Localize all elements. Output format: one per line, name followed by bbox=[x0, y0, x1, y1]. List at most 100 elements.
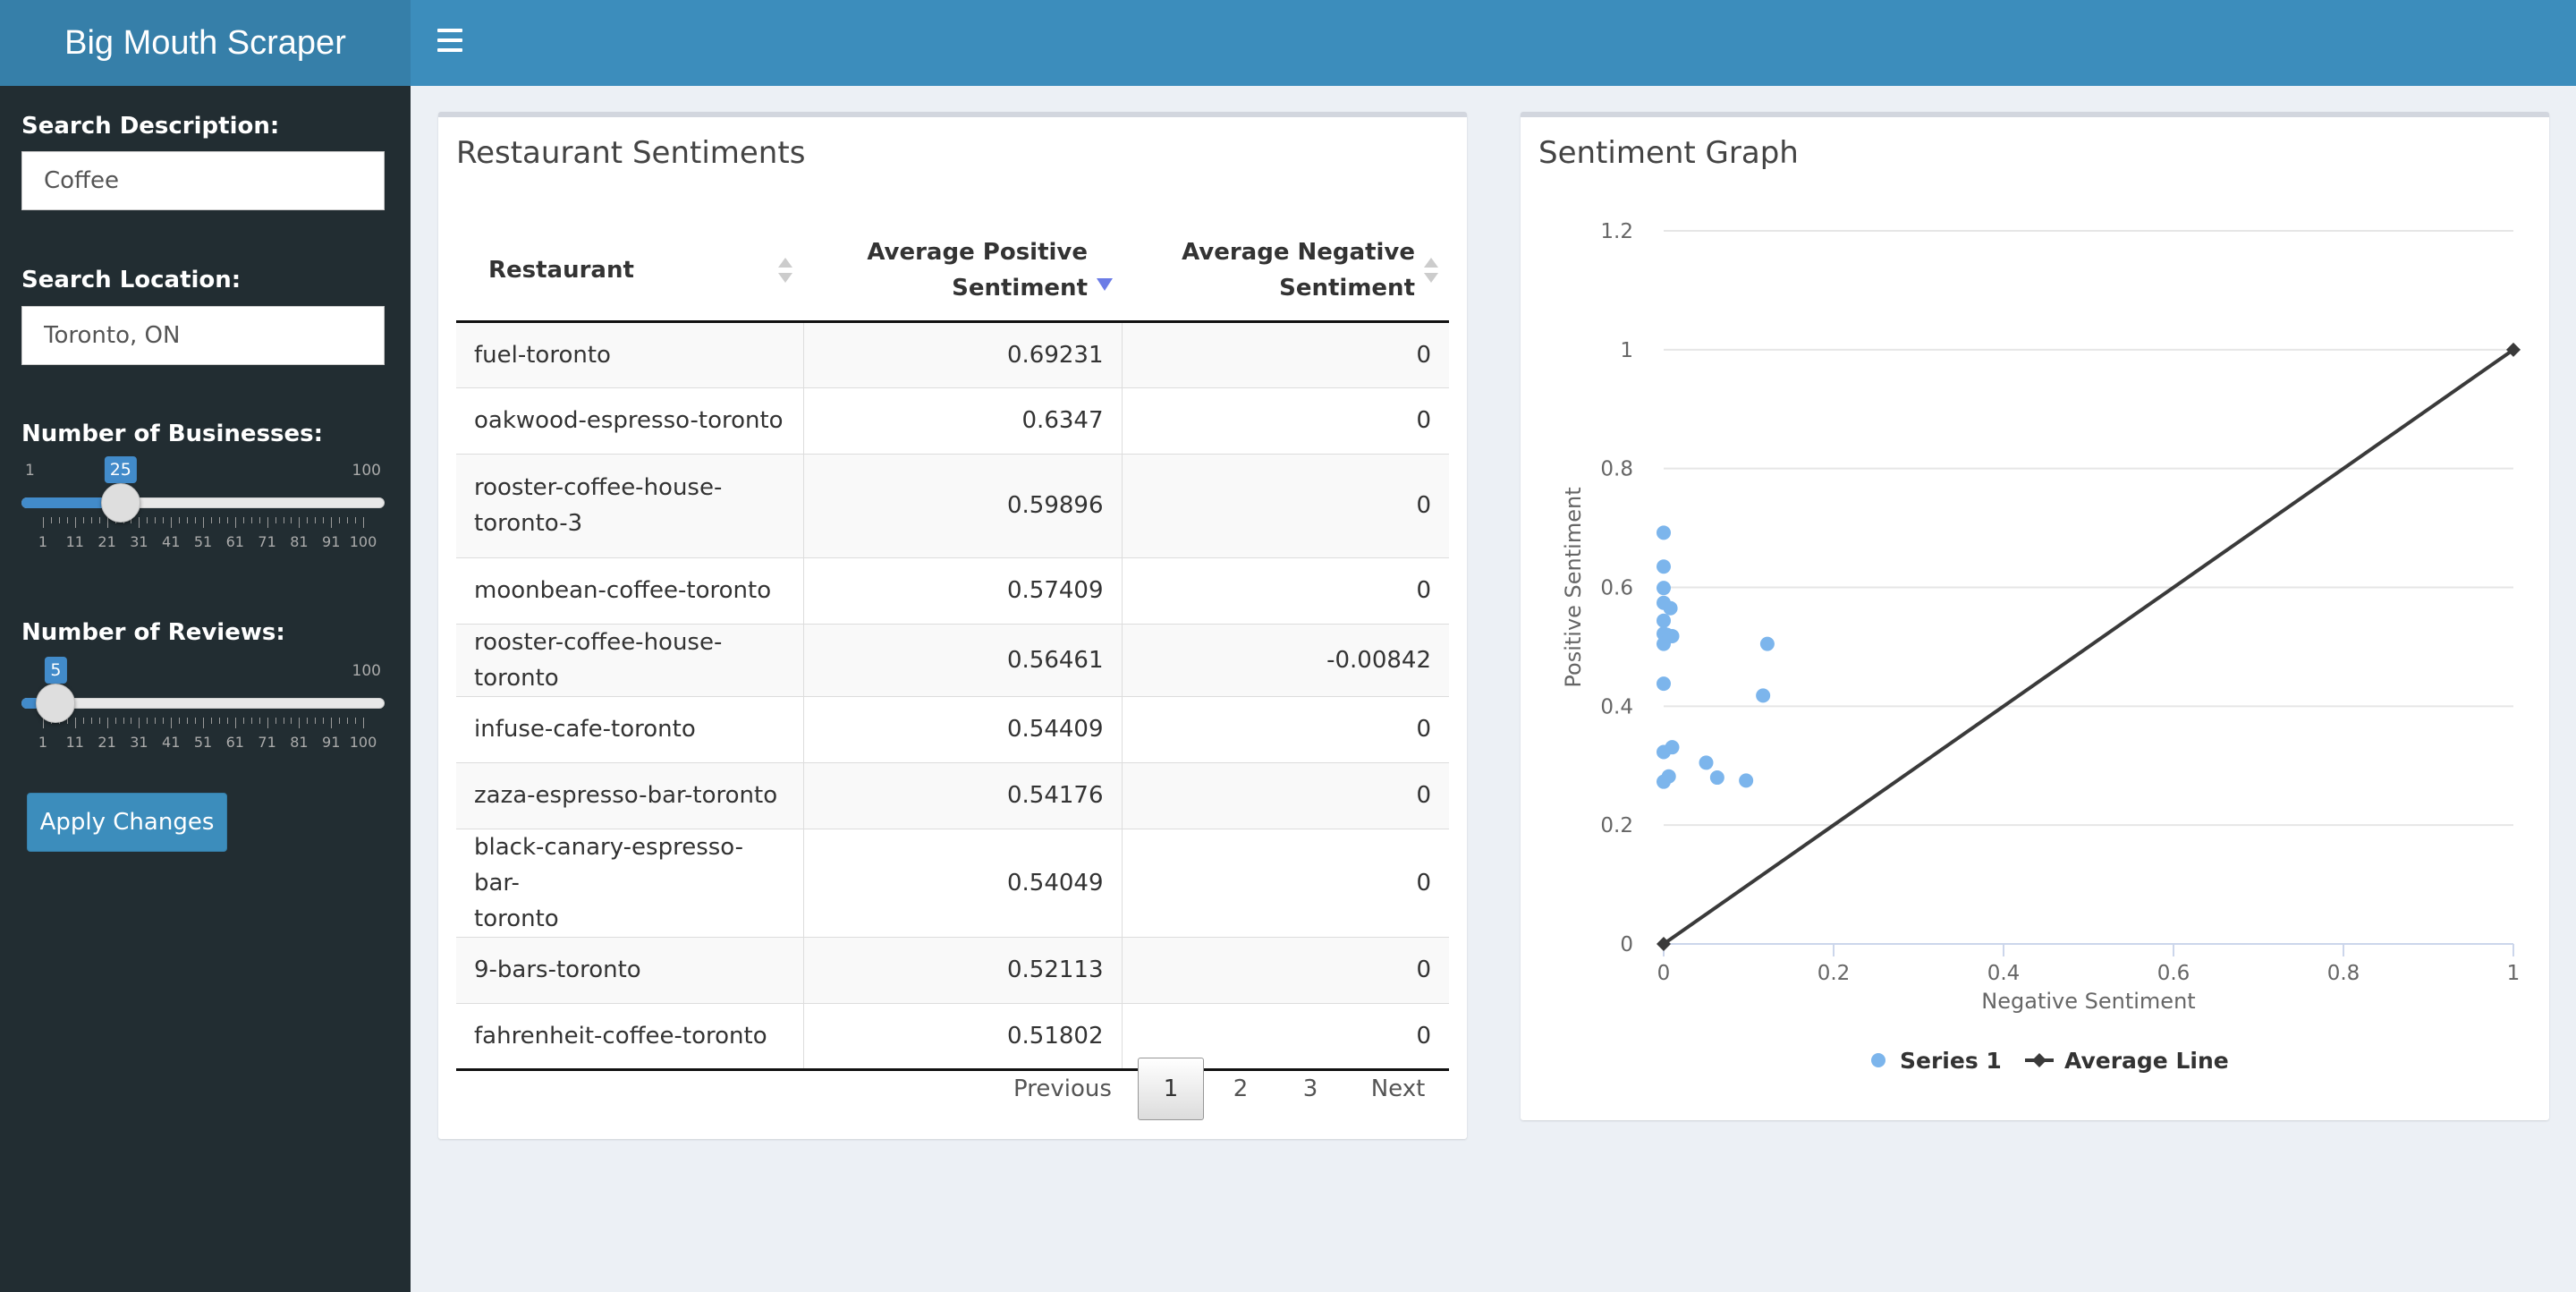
slider-tick bbox=[299, 517, 301, 528]
slider-handle[interactable] bbox=[36, 684, 76, 723]
table-row: infuse-cafe-toronto 0.54409 0 bbox=[456, 695, 1449, 762]
restaurant-cell: 9-bars-toronto bbox=[456, 936, 804, 1003]
slider-tick-label: 100 bbox=[349, 533, 377, 550]
pagination-page-2[interactable]: 2 bbox=[1233, 1075, 1249, 1102]
x-tick-label: 0 bbox=[1657, 962, 1671, 985]
pagination-page-1[interactable]: 1 bbox=[1138, 1058, 1204, 1120]
restaurant-cell: fahrenheit-coffee-toronto bbox=[456, 1002, 804, 1071]
average-line-marker bbox=[1657, 937, 1671, 951]
slider-tick bbox=[187, 517, 189, 523]
y-tick-label: 0.8 bbox=[1600, 458, 1633, 481]
slider-tick bbox=[242, 718, 244, 724]
apply-changes-button[interactable]: Apply Changes bbox=[27, 793, 227, 852]
slider-tick bbox=[171, 517, 173, 528]
slider-max: 100 bbox=[352, 462, 381, 480]
legend-average-line-label: Average Line bbox=[2064, 1048, 2229, 1074]
table-row: fuel-toronto 0.69231 0 bbox=[456, 320, 1449, 387]
slider-tick bbox=[106, 517, 108, 528]
number-of-businesses-slider[interactable]: 1 100 25 1 11 21 31 41 51 61 71 81 91 100 bbox=[21, 456, 385, 560]
pagination-previous[interactable]: Previous bbox=[1013, 1075, 1112, 1102]
slider-tick bbox=[363, 718, 364, 728]
scatter-point bbox=[1756, 688, 1771, 703]
slider-tick bbox=[307, 517, 309, 523]
table-row: rooster-coffee-house-toronto-3 0.59896 0 bbox=[456, 453, 1449, 557]
slider-track[interactable] bbox=[21, 698, 385, 709]
slider-tick-label: 1 bbox=[38, 533, 48, 550]
y-tick-label: 0.4 bbox=[1600, 695, 1633, 718]
slider-tick bbox=[315, 718, 317, 724]
slider-value-bubble: 5 bbox=[45, 657, 67, 684]
column-header-restaurant[interactable]: Restaurant bbox=[456, 221, 803, 323]
positive-cell: 0.54049 bbox=[803, 828, 1123, 937]
positive-cell: 0.56461 bbox=[803, 623, 1123, 696]
slider-tick bbox=[163, 517, 165, 523]
positive-cell: 0.51802 bbox=[803, 1002, 1123, 1071]
slider-tick-label: 61 bbox=[225, 734, 244, 751]
slider-tick bbox=[82, 517, 84, 523]
slider-tick-label: 11 bbox=[65, 734, 84, 751]
slider-max: 100 bbox=[352, 662, 381, 680]
number-of-reviews-slider[interactable]: 100 5 1 11 21 31 41 51 61 71 81 91 100 bbox=[21, 657, 385, 761]
slider-tick-label: 21 bbox=[97, 734, 116, 751]
sort-icon bbox=[1424, 258, 1438, 284]
pagination-next[interactable]: Next bbox=[1370, 1075, 1426, 1102]
y-tick-label: 0.2 bbox=[1600, 814, 1633, 837]
slider-tick-label: 51 bbox=[193, 734, 213, 751]
slider-tick-label: 71 bbox=[258, 533, 276, 550]
scatter-point bbox=[1657, 525, 1671, 540]
table-row: rooster-coffee-house-toronto 0.56461 -0.00… bbox=[456, 623, 1449, 696]
restaurant-cell: oakwood-espresso-toronto bbox=[456, 387, 804, 454]
column-header-positive[interactable]: Average Positive Sentiment bbox=[803, 221, 1122, 323]
slider-tick bbox=[98, 517, 100, 523]
menu-toggle-icon[interactable] bbox=[437, 29, 462, 54]
negative-cell: 0 bbox=[1122, 761, 1449, 829]
slider-tick bbox=[155, 517, 157, 523]
slider-tick-label: 91 bbox=[322, 533, 341, 550]
slider-tick bbox=[203, 718, 204, 728]
pagination-page-3[interactable]: 3 bbox=[1302, 1075, 1318, 1102]
slider-tick-label: 31 bbox=[130, 734, 148, 751]
slider-tick bbox=[291, 517, 292, 523]
table-row: moonbean-coffee-toronto 0.57409 0 bbox=[456, 557, 1449, 624]
slider-tick-label: 41 bbox=[162, 734, 181, 751]
slider-handle[interactable] bbox=[100, 483, 140, 523]
negative-cell: 0 bbox=[1122, 936, 1449, 1003]
search-description-label: Search Description: bbox=[21, 113, 280, 140]
legend-series-1-marker bbox=[1871, 1053, 1885, 1067]
slider-tick bbox=[43, 517, 44, 528]
slider-ticks bbox=[21, 517, 385, 530]
slider-tick bbox=[242, 517, 244, 523]
slider-fill bbox=[21, 497, 121, 508]
sort-icon bbox=[778, 258, 792, 284]
restaurant-sentiments-box: Restaurant Sentiments Restaurant Average… bbox=[438, 112, 1467, 1139]
positive-cell: 0.6347 bbox=[803, 387, 1123, 454]
restaurant-cell: zaza-espresso-bar-toronto bbox=[456, 761, 804, 829]
top-navbar bbox=[411, 0, 2576, 86]
column-header-negative[interactable]: Average Negative Sentiment bbox=[1122, 221, 1449, 323]
slider-tick bbox=[234, 517, 236, 528]
x-tick-label: 0.2 bbox=[1818, 962, 1851, 985]
restaurant-cell: rooster-coffee-house-toronto-3 bbox=[456, 453, 804, 557]
slider-tick-label: 91 bbox=[322, 734, 341, 751]
slider-tick bbox=[203, 517, 204, 528]
search-location-input[interactable] bbox=[21, 306, 385, 365]
slider-value-bubble: 25 bbox=[104, 456, 137, 483]
positive-cell: 0.54409 bbox=[803, 695, 1123, 762]
slider-tick-label: 51 bbox=[193, 533, 213, 550]
scatter-point bbox=[1663, 600, 1678, 616]
slider-tick bbox=[267, 718, 268, 728]
search-description-input[interactable] bbox=[21, 151, 385, 210]
scatter-point bbox=[1657, 559, 1671, 574]
slider-tick bbox=[147, 517, 148, 523]
y-tick-label: 0.6 bbox=[1600, 577, 1633, 600]
slider-tick bbox=[82, 718, 84, 724]
slider-tick bbox=[114, 718, 116, 724]
app-logo-title[interactable]: Big Mouth Scraper bbox=[0, 0, 411, 86]
restaurant-cell: moonbean-coffee-toronto bbox=[456, 557, 804, 624]
scatter-point bbox=[1699, 755, 1714, 770]
x-tick-label: 1 bbox=[2507, 962, 2521, 985]
slider-tick bbox=[331, 718, 333, 728]
slider-tick-label: 41 bbox=[162, 533, 181, 550]
table-box-title: Restaurant Sentiments bbox=[456, 135, 806, 171]
chart-box-title: Sentiment Graph bbox=[1538, 135, 1799, 171]
